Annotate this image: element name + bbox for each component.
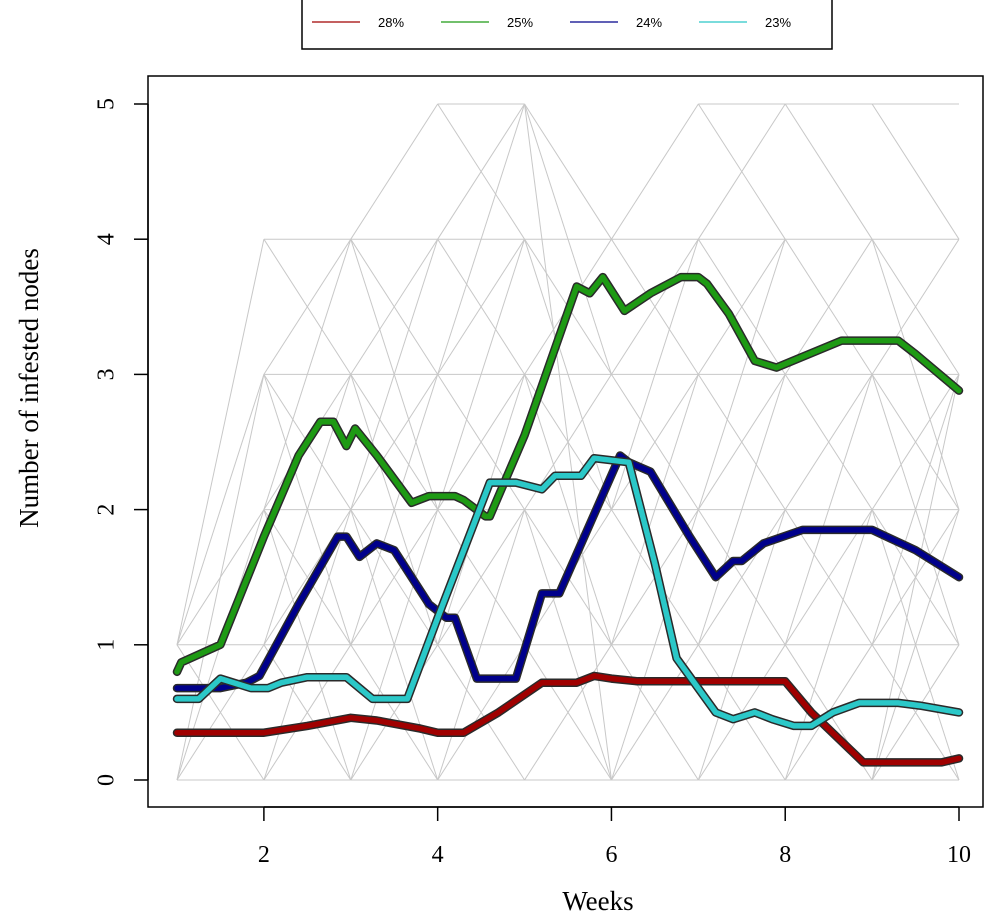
x-axis-title: Weeks [562,886,633,916]
x-tick-label: 4 [432,842,444,868]
background-segment [350,239,439,510]
background-segment [697,374,786,510]
background-segment [611,238,699,375]
x-tick-label: 2 [258,842,270,868]
series-line-1 [174,673,962,766]
x-axis: 2 4 6 8 10 [258,806,971,868]
background-segment [176,239,265,645]
legend-label: 25% [507,15,533,30]
y-tick-label: 0 [94,774,120,786]
legend-label: 24% [636,15,662,30]
y-tick-label: 5 [94,98,120,110]
y-axis-title: Number of infested nodes [14,248,44,528]
background-segment [350,509,439,646]
background-segment [871,374,960,645]
background-segment [437,103,525,240]
y-tick-label: 2 [94,504,120,516]
background-segment [871,374,960,510]
background-segment [611,644,699,781]
y-axis: 0 1 2 3 4 5 [94,98,149,786]
background-segment [263,644,352,781]
background-segment [263,509,352,781]
background-segment [697,103,786,240]
legend-label: 23% [765,15,791,30]
background-segment [871,239,960,510]
background-segment [176,374,265,645]
legend: 28% 25% 24% 23% [301,0,833,50]
background-segment [524,644,612,781]
x-tick-label: 8 [779,842,791,868]
background-segment [437,509,525,646]
background-segment [263,509,352,646]
background-segment [437,644,525,781]
background-segment [784,374,873,510]
background-segment [784,103,873,240]
plot-frame [147,75,984,808]
background-segment [437,238,525,375]
background-segment [784,238,873,375]
background-segment [611,103,699,240]
background-segment [176,509,265,646]
x-tick-label: 10 [947,842,971,868]
background-segment [263,374,352,645]
background-segment [350,103,439,240]
background-segment [437,374,525,510]
series-line-4 [174,455,962,729]
background-segment [524,103,612,240]
series-line-2 [174,274,962,675]
series-line-3 [174,452,962,691]
background-segment [524,239,612,510]
legend-box [301,0,833,50]
background-segment [524,509,612,781]
background-segment [176,644,265,781]
background-segment [524,374,612,645]
y-tick-label: 3 [94,368,120,380]
background-segment [524,103,612,375]
x-tick-label: 6 [605,842,617,868]
y-tick-label: 4 [94,233,120,245]
background-segment [611,374,699,510]
background-transition-lines [176,103,960,781]
background-segment [350,238,439,375]
background-segment [697,509,786,646]
background-segment [697,238,786,375]
background-segment [871,238,960,375]
legend-label: 28% [378,15,404,30]
background-segment [350,374,439,510]
background-segment [350,644,439,781]
series-line-outline [172,671,964,767]
background-segment [524,103,612,781]
background-segment [263,238,352,375]
y-tick-label: 1 [94,639,120,651]
background-segment [871,509,960,781]
series-lines [172,272,964,767]
background-segment [871,103,960,240]
